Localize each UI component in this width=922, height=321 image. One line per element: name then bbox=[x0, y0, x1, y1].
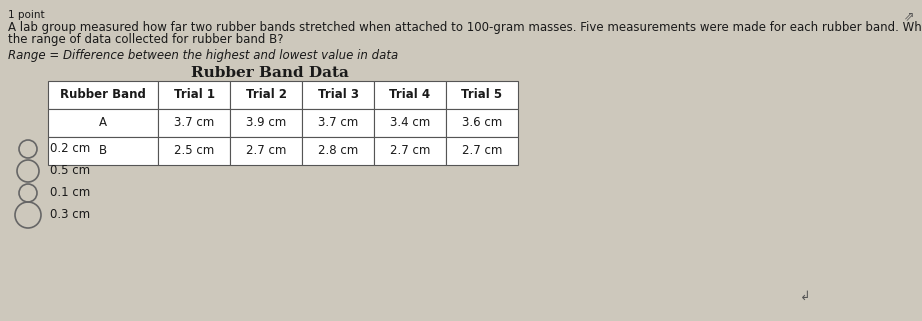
Bar bbox=[446, 137, 518, 165]
Text: B: B bbox=[99, 144, 107, 158]
Bar bbox=[446, 109, 518, 137]
Bar bbox=[158, 137, 230, 165]
Text: A: A bbox=[99, 117, 107, 129]
Text: 3.6 cm: 3.6 cm bbox=[462, 117, 502, 129]
Text: ↲: ↲ bbox=[800, 290, 810, 303]
Bar bbox=[158, 81, 230, 109]
Bar bbox=[158, 109, 230, 137]
Text: Trial 1: Trial 1 bbox=[173, 89, 215, 101]
Text: 2.5 cm: 2.5 cm bbox=[174, 144, 214, 158]
Text: 2.7 cm: 2.7 cm bbox=[462, 144, 502, 158]
Bar bbox=[446, 81, 518, 109]
Text: 0.1 cm: 0.1 cm bbox=[50, 187, 90, 199]
Text: Range = Difference between the highest and lowest value in data: Range = Difference between the highest a… bbox=[8, 49, 398, 62]
Text: 2.8 cm: 2.8 cm bbox=[318, 144, 358, 158]
Bar bbox=[302, 109, 374, 137]
Text: 3.7 cm: 3.7 cm bbox=[318, 117, 358, 129]
Text: 0.2 cm: 0.2 cm bbox=[50, 143, 90, 155]
Bar bbox=[230, 137, 302, 165]
Text: the range of data collected for rubber band B?: the range of data collected for rubber b… bbox=[8, 33, 283, 46]
Bar bbox=[48, 137, 158, 165]
Text: ⇗: ⇗ bbox=[904, 10, 914, 23]
Bar bbox=[230, 81, 302, 109]
Bar bbox=[302, 137, 374, 165]
Text: 3.9 cm: 3.9 cm bbox=[246, 117, 286, 129]
Text: 2.7 cm: 2.7 cm bbox=[390, 144, 431, 158]
Text: 3.4 cm: 3.4 cm bbox=[390, 117, 431, 129]
Bar bbox=[302, 81, 374, 109]
Text: Trial 4: Trial 4 bbox=[389, 89, 431, 101]
Bar bbox=[48, 81, 158, 109]
Bar bbox=[48, 109, 158, 137]
Bar bbox=[230, 109, 302, 137]
Text: 0.3 cm: 0.3 cm bbox=[50, 209, 90, 221]
Bar bbox=[374, 81, 446, 109]
Text: Trial 2: Trial 2 bbox=[245, 89, 287, 101]
Text: 0.5 cm: 0.5 cm bbox=[50, 164, 90, 178]
Text: Rubber Band: Rubber Band bbox=[60, 89, 146, 101]
Text: A lab group measured how far two rubber bands stretched when attached to 100-gra: A lab group measured how far two rubber … bbox=[8, 21, 922, 34]
Bar bbox=[374, 137, 446, 165]
Text: 2.7 cm: 2.7 cm bbox=[246, 144, 286, 158]
Text: 1 point: 1 point bbox=[8, 10, 44, 20]
Text: 3.7 cm: 3.7 cm bbox=[174, 117, 214, 129]
Text: Trial 5: Trial 5 bbox=[461, 89, 502, 101]
Text: Rubber Band Data: Rubber Band Data bbox=[191, 66, 349, 80]
Text: Trial 3: Trial 3 bbox=[317, 89, 359, 101]
Bar bbox=[374, 109, 446, 137]
